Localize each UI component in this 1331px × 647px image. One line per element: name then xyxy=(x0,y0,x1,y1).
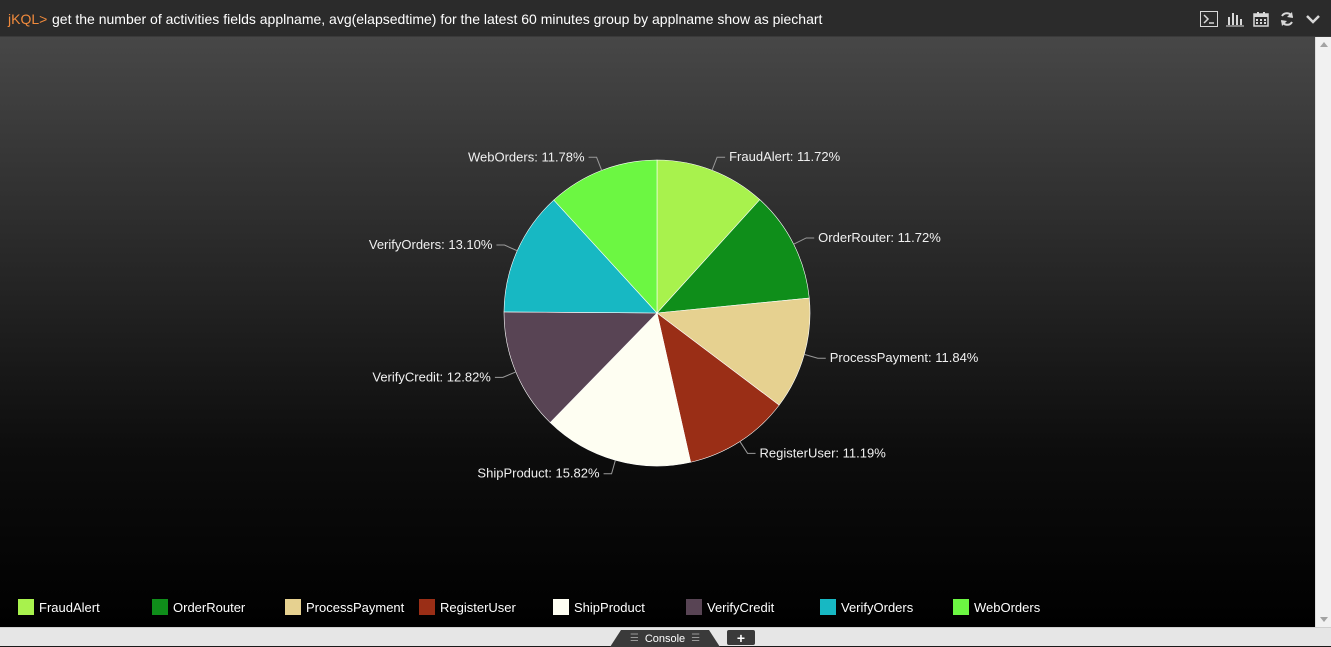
label-connector xyxy=(804,353,826,359)
legend-item-shipproduct[interactable]: ShipProduct xyxy=(553,599,645,615)
slice-label-verifyorders: VerifyOrders: 13.10% xyxy=(369,237,493,252)
tab-console-label: Console xyxy=(644,632,686,645)
legend-swatch xyxy=(953,599,969,615)
legend-swatch xyxy=(419,599,435,615)
bottom-tab-bar: ☰ Console ☰ + xyxy=(0,627,1331,647)
legend-item-fraudalert[interactable]: FraudAlert xyxy=(18,599,100,615)
scroll-down-icon[interactable] xyxy=(1320,617,1328,622)
query-bar: jKQL> get the number of activities field… xyxy=(0,0,1331,37)
legend: FraudAlert OrderRouter ProcessPayment Regis… xyxy=(0,599,1315,619)
legend-swatch xyxy=(152,599,168,615)
slice-label-registeruser: RegisterUser: 11.19% xyxy=(760,445,887,460)
legend-label: OrderRouter xyxy=(173,599,246,615)
chevron-down-icon[interactable] xyxy=(1303,9,1323,29)
slice-label-fraudalert: FraudAlert: 11.72% xyxy=(729,149,840,164)
label-connector xyxy=(588,156,603,171)
label-connector xyxy=(793,237,815,245)
pie-slice-fraudalert[interactable] xyxy=(656,159,761,314)
legend-item-processpayment[interactable]: ProcessPayment xyxy=(285,599,404,615)
calendar-icon[interactable] xyxy=(1251,9,1271,29)
legend-swatch xyxy=(686,599,702,615)
refresh-icon[interactable] xyxy=(1277,9,1297,29)
scroll-up-icon[interactable] xyxy=(1320,42,1328,47)
grip-icon: ☰ xyxy=(691,633,701,644)
legend-item-verifyorders[interactable]: VerifyOrders xyxy=(820,599,913,615)
legend-swatch xyxy=(285,599,301,615)
tab-console[interactable]: ☰ Console ☰ xyxy=(610,630,720,647)
legend-item-orderrouter[interactable]: OrderRouter xyxy=(152,599,245,615)
label-connector xyxy=(711,156,726,171)
bar-chart-icon[interactable] xyxy=(1225,9,1245,29)
legend-label: VerifyOrders xyxy=(841,599,914,615)
legend-swatch xyxy=(553,599,569,615)
legend-label: ShipProduct xyxy=(574,599,645,615)
label-connector xyxy=(496,244,518,252)
pie-slice-registeruser[interactable] xyxy=(656,312,780,463)
label-connector xyxy=(494,371,516,378)
slice-label-weborders: WebOrders: 11.78% xyxy=(468,149,585,164)
legend-item-verifycredit[interactable]: VerifyCredit xyxy=(686,599,774,615)
legend-label: RegisterUser xyxy=(440,599,516,615)
legend-swatch xyxy=(18,599,34,615)
legend-label: WebOrders xyxy=(974,599,1041,615)
legend-label: ProcessPayment xyxy=(306,599,405,615)
legend-item-registeruser[interactable]: RegisterUser xyxy=(419,599,516,615)
toolbar xyxy=(1199,9,1323,29)
jkql-prompt: jKQL> xyxy=(8,11,48,27)
pie-slice-orderrouter[interactable] xyxy=(656,199,810,314)
label-connector xyxy=(603,460,616,475)
legend-item-weborders[interactable]: WebOrders xyxy=(953,599,1040,615)
chart-area: FraudAlert: 11.72% OrderRouter: 11.72% Pro… xyxy=(0,37,1315,627)
legend-label: FraudAlert xyxy=(39,599,100,615)
label-connector xyxy=(739,441,756,454)
slice-label-orderrouter: OrderRouter: 11.72% xyxy=(818,230,941,245)
slice-label-processpayment: ProcessPayment: 11.84% xyxy=(830,350,979,365)
slice-label-verifycredit: VerifyCredit: 12.82% xyxy=(372,369,491,384)
pie-slice-shipproduct[interactable] xyxy=(549,312,691,467)
pie-slice-weborders[interactable] xyxy=(553,159,658,314)
pie-chart: FraudAlert: 11.72% OrderRouter: 11.72% Pro… xyxy=(369,149,979,481)
terminal-icon[interactable] xyxy=(1199,9,1219,29)
scrollbar[interactable] xyxy=(1315,37,1331,627)
legend-label: VerifyCredit xyxy=(707,599,775,615)
slice-label-shipproduct: ShipProduct: 15.82% xyxy=(477,466,600,481)
query-text[interactable]: get the number of activities fields appl… xyxy=(52,11,823,27)
grip-icon: ☰ xyxy=(629,633,639,644)
legend-swatch xyxy=(820,599,836,615)
pie-slice-verifyorders[interactable] xyxy=(503,199,658,314)
add-tab-button[interactable]: + xyxy=(727,630,755,646)
